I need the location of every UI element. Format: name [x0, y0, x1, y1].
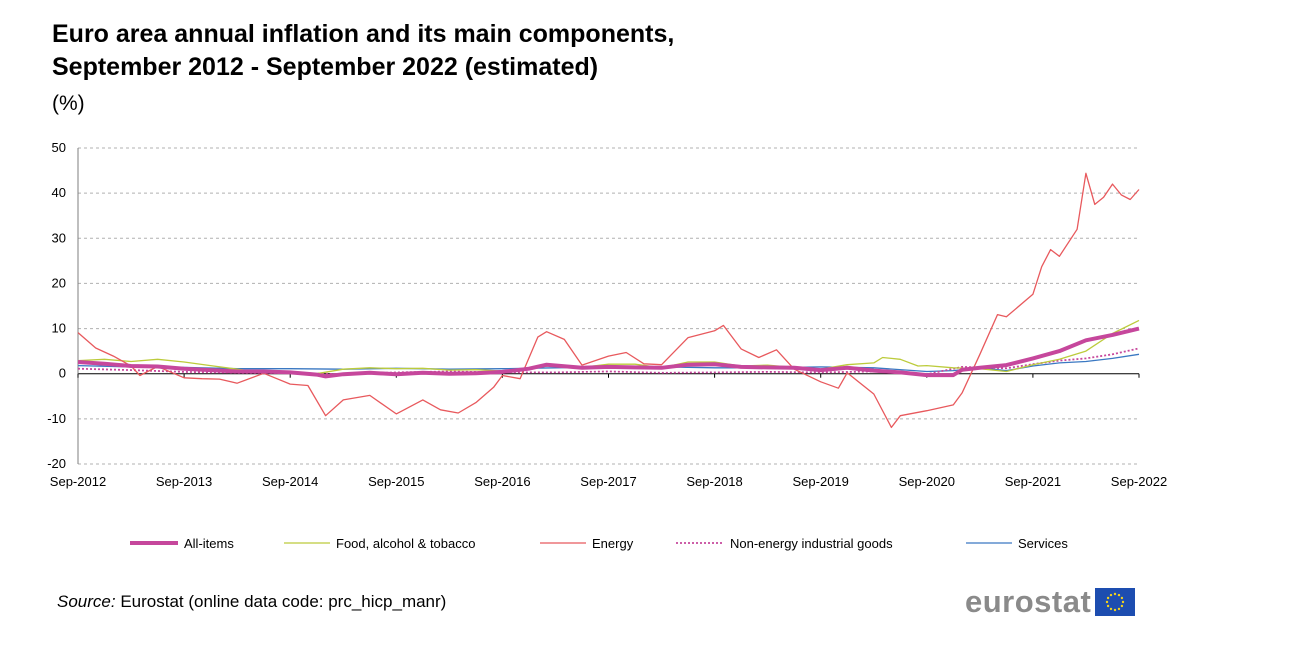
legend-item: Food, alcohol & tobacco — [284, 534, 475, 552]
eu-flag-star — [1122, 600, 1125, 604]
eu-flag-star — [1106, 600, 1109, 604]
legend-label: Non-energy industrial goods — [730, 535, 893, 551]
y-tick-label: 30 — [52, 230, 66, 245]
eu-flag-star — [1114, 608, 1117, 612]
legend-label: All-items — [184, 535, 234, 551]
eu-flag-star — [1107, 604, 1110, 608]
eu-flag-star — [1121, 604, 1124, 608]
legend-label: Energy — [592, 535, 634, 551]
x-tick-label: Sep-2013 — [156, 474, 212, 489]
x-tick-label: Sep-2015 — [368, 474, 424, 489]
x-tick-label: Sep-2012 — [50, 474, 106, 489]
source-note: Source: Eurostat (online data code: prc_… — [57, 592, 446, 612]
source-text: Eurostat (online data code: prc_hicp_man… — [115, 592, 447, 611]
x-tick-label: Sep-2021 — [1005, 474, 1061, 489]
x-tick-label: Sep-2019 — [793, 474, 849, 489]
legend-item: All-items — [130, 534, 234, 552]
legend-swatch — [284, 542, 330, 544]
eu-flag-star — [1110, 593, 1113, 597]
series-line-services — [77, 353, 1140, 373]
legend-swatch — [676, 542, 724, 544]
legend-swatch — [540, 542, 586, 544]
eu-flag-star — [1118, 593, 1121, 597]
y-tick-label: 40 — [52, 185, 66, 200]
y-tick-label: -10 — [47, 411, 66, 426]
axis-ticks: 50 40 30 20 10 0 -10 -20 Sep-2012 Sep-2013 Sep-201… — [47, 140, 1167, 489]
legend-swatch — [130, 541, 178, 545]
y-tick-label: -20 — [47, 456, 66, 471]
y-tick-label: 10 — [52, 321, 66, 336]
source-label: Source: — [57, 592, 116, 611]
x-tick-label: Sep-2020 — [899, 474, 955, 489]
eu-flag-icon — [1095, 588, 1136, 616]
eu-flag-star — [1110, 607, 1113, 611]
unit-label: (%) — [52, 92, 85, 115]
legend-swatch — [966, 542, 1012, 544]
x-tick-label: Sep-2022 — [1111, 474, 1167, 489]
grid-lines — [77, 147, 1139, 465]
line-chart: 50 40 30 20 10 0 -10 -20 Sep-2012 Sep-2013 Sep-201… — [47, 140, 1167, 489]
x-tick-label: Sep-2017 — [580, 474, 636, 489]
eurostat-logo: eurostat — [965, 584, 1136, 620]
eurostat-logo-text: eurostat — [965, 584, 1092, 619]
legend-label: Services — [1018, 535, 1068, 551]
chart-title: Euro area annual inflation and its main … — [52, 18, 674, 84]
x-tick-label: Sep-2018 — [686, 474, 742, 489]
chart-title-line-2: September 2012 - September 2022 (estimat… — [52, 53, 599, 81]
x-tick-label: Sep-2016 — [474, 474, 530, 489]
legend-item: Energy — [540, 534, 633, 552]
x-tick-label: Sep-2014 — [262, 474, 318, 489]
series-lines — [77, 172, 1140, 429]
series-line-energy — [77, 172, 1140, 429]
y-tick-label: 20 — [52, 275, 66, 290]
eu-flag-star — [1114, 592, 1117, 596]
chart-title-line-1: Euro area annual inflation and its main … — [52, 20, 675, 48]
eu-flag-star — [1118, 607, 1121, 611]
legend-item: Services — [966, 534, 1068, 552]
y-tick-label: 50 — [52, 140, 66, 155]
series-line-all-items — [77, 326, 1140, 379]
legend-label: Food, alcohol & tobacco — [336, 535, 476, 551]
legend-item: Non-energy industrial goods — [676, 534, 893, 552]
y-tick-label: 0 — [59, 366, 66, 381]
eu-flag-star — [1121, 596, 1124, 600]
eu-flag-star — [1107, 596, 1110, 600]
